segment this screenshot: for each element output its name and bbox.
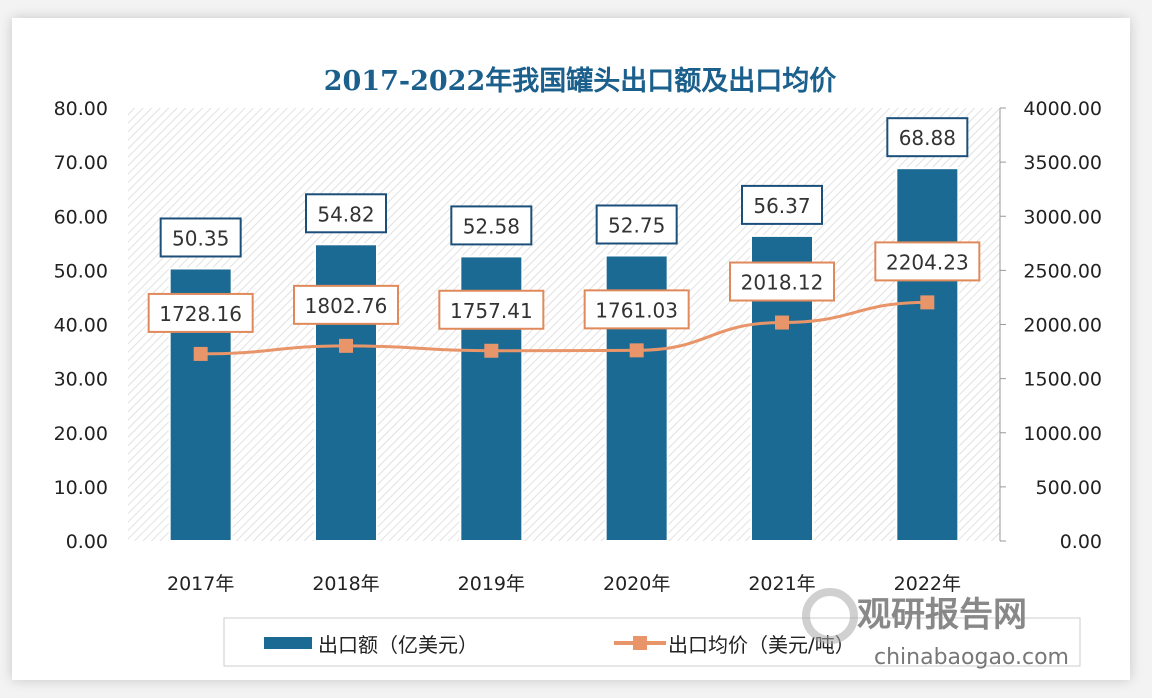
legend-line-marker (633, 636, 647, 650)
line-marker (339, 338, 353, 353)
line-data-label-box (293, 284, 399, 325)
line-series (200, 300, 928, 356)
right-tick-label: 2500.00 (1023, 260, 1102, 282)
watermark-url: chinabaogao.com (874, 645, 1069, 670)
line-marker (629, 343, 644, 358)
left-tick-label: 40.00 (54, 315, 108, 337)
right-tick-label: 1500.00 (1023, 369, 1102, 391)
bar-data-label-box (886, 117, 969, 158)
line-marker (775, 315, 789, 330)
line-data-label-box (147, 292, 254, 333)
combo-chart: 2017-2022年我国罐头出口额及出口均价 0.00 10.00 20.00 30.… (54, 65, 1102, 670)
left-tick-label: 80.00 (54, 98, 108, 120)
line-data-label-box (438, 289, 545, 330)
watermark-text: 观研报告网 (857, 595, 1027, 635)
plot-area (128, 108, 1000, 541)
bar-data-label-box (595, 204, 678, 245)
line-marker (484, 343, 499, 358)
line-data-label-box (583, 289, 690, 330)
legend-bar-label: 出口额（亿美元） (318, 633, 478, 657)
right-tick-label: 1000.00 (1023, 423, 1102, 445)
bar-data-label: 54.82 (317, 202, 374, 226)
right-tick-label: 3000.00 (1023, 206, 1102, 228)
x-tick-label: 2020年 (603, 573, 670, 595)
left-tick-label: 30.00 (54, 369, 108, 391)
x-tick-label: 2019年 (458, 573, 525, 595)
right-tick-label: 500.00 (1036, 477, 1102, 499)
right-tick-label: 2000.00 (1023, 315, 1102, 337)
x-tick-label: 2022年 (894, 573, 961, 595)
left-tick-label: 50.00 (54, 260, 108, 282)
right-tick-label: 3500.00 (1023, 152, 1102, 174)
line-data-label: 2204.23 (886, 250, 969, 274)
line-data-label: 1802.76 (305, 294, 388, 318)
left-tick-label: 60.00 (54, 206, 108, 228)
x-tick-label: 2018年 (312, 573, 379, 595)
bar-data-label: 68.88 (899, 126, 956, 150)
chart-title: 2017-2022年我国罐头出口额及出口均价 (324, 65, 837, 97)
bar-data-label: 50.35 (172, 226, 229, 250)
bar (895, 167, 960, 542)
left-tick-label: 20.00 (54, 423, 108, 445)
bar-data-label-box (741, 184, 823, 225)
bar-data-label-box (450, 205, 533, 246)
x-tick-label: 2021年 (748, 573, 815, 595)
right-tick-label: 4000.00 (1023, 98, 1102, 120)
line-data-label-box (874, 241, 981, 282)
left-tick-label: 10.00 (54, 477, 108, 499)
line-data-label: 1761.03 (595, 298, 678, 322)
line-marker (920, 295, 935, 310)
bar-data-label: 52.58 (463, 214, 520, 238)
bar-data-label-box (305, 193, 387, 234)
line-data-label: 1757.41 (450, 299, 533, 323)
legend-bar-swatch (264, 637, 312, 649)
bar-data-label: 52.75 (608, 213, 665, 237)
left-tick-label: 0.00 (66, 531, 108, 553)
watermark-logo-icon (802, 588, 858, 644)
x-tick-label: 2017年 (167, 573, 234, 595)
chart-card: 2017-2022年我国罐头出口额及出口均价 0.00 10.00 20.00 30.… (12, 18, 1130, 680)
bar-data-label: 56.37 (753, 194, 810, 218)
right-tick-label: 0.00 (1060, 531, 1102, 553)
watermark: 观研报告网 chinabaogao.com (802, 588, 1069, 670)
line-data-label: 2018.12 (741, 271, 824, 295)
line-marker (193, 346, 208, 361)
left-tick-label: 70.00 (54, 152, 108, 174)
bar-data-label-box (159, 217, 242, 258)
line-data-label: 1728.16 (159, 302, 242, 326)
line-data-label-box (729, 261, 835, 302)
